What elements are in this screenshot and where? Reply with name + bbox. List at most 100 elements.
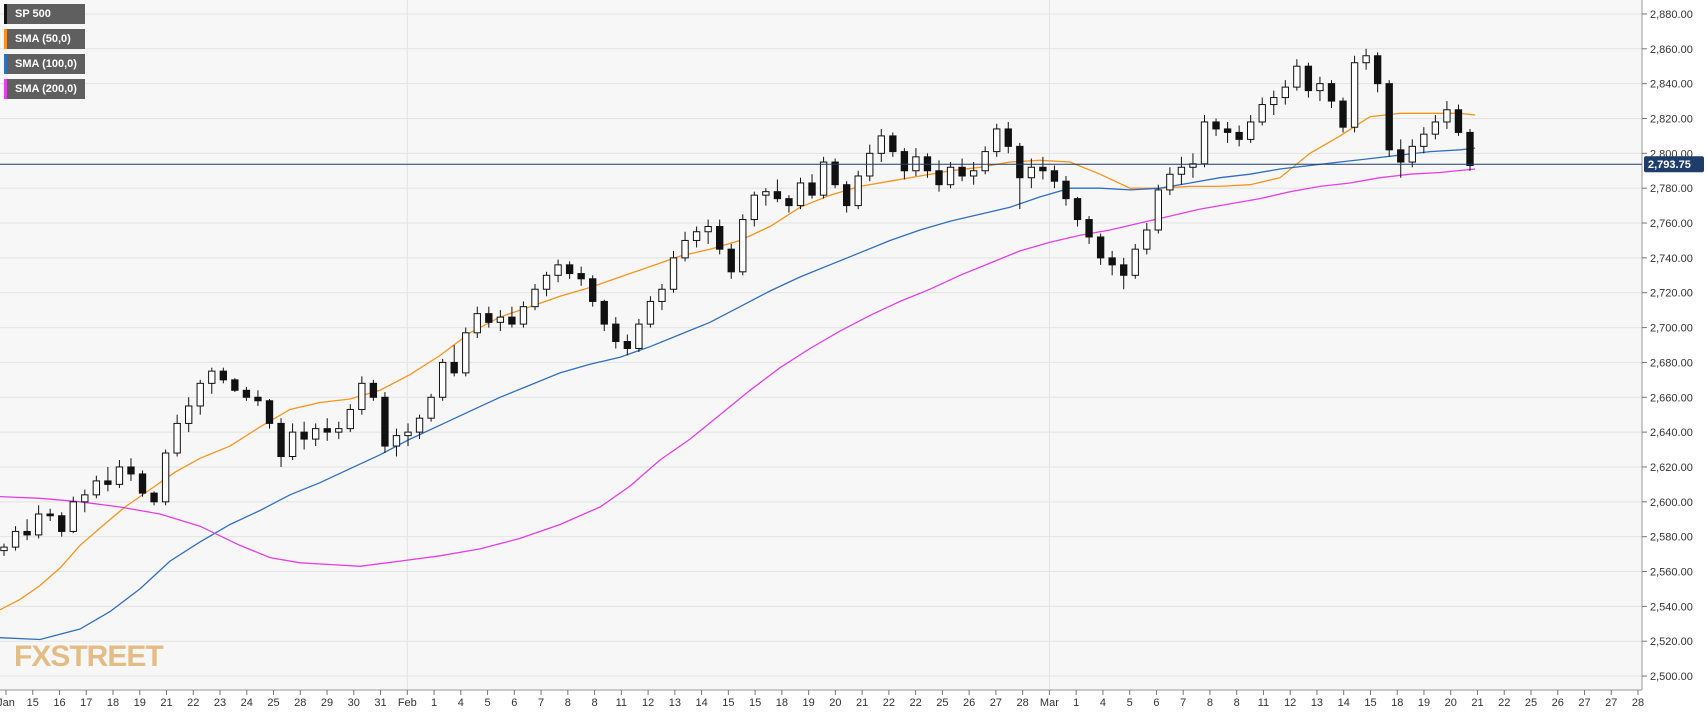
legend-item-sma50[interactable]: SMA (50,0) <box>4 29 85 49</box>
candle-body <box>346 408 354 430</box>
candle-body <box>311 428 320 440</box>
candle-body <box>81 494 89 503</box>
candle-body <box>427 396 435 419</box>
candle-body <box>1258 104 1266 123</box>
candle-body <box>612 323 620 343</box>
x-tick-label: 19 <box>134 697 146 709</box>
candle-body <box>635 323 643 349</box>
candlestick-series <box>0 48 1474 556</box>
candle-body <box>739 219 747 273</box>
candle-body <box>1431 121 1440 135</box>
legend-label: SP 500 <box>15 8 51 20</box>
x-tick-label: 15 <box>722 697 734 709</box>
candle-body <box>277 422 285 458</box>
y-tick-label: 2,520.00 <box>1650 636 1693 648</box>
legend-swatch-icon <box>4 54 7 74</box>
x-axis: Jan1516171819212223242528293031Feb145678… <box>0 689 1644 709</box>
candle-body <box>716 226 724 250</box>
x-tick-label: 8 <box>565 697 571 709</box>
candle-body <box>854 175 862 207</box>
legend-label: SMA (200,0) <box>15 83 77 95</box>
x-tick-label: 8 <box>1234 697 1240 709</box>
candle-body <box>254 396 262 402</box>
candle-body <box>219 370 227 381</box>
candle-body <box>877 135 885 154</box>
candle-body <box>969 170 978 177</box>
x-tick-label: 27 <box>1605 697 1617 709</box>
candle-body <box>704 226 712 233</box>
x-tick-label: 15 <box>1364 697 1376 709</box>
x-tick-label: 11 <box>616 697 627 709</box>
candle-body <box>1154 189 1163 231</box>
y-tick-label: 2,620.00 <box>1650 462 1693 474</box>
candle-body <box>1362 55 1370 64</box>
candle-body <box>935 170 943 186</box>
candle-body <box>58 515 66 532</box>
candle-body <box>508 316 516 325</box>
y-tick-label: 2,660.00 <box>1650 392 1693 404</box>
x-tick-label: 5 <box>1127 697 1133 709</box>
candle-body <box>1223 128 1232 133</box>
x-tick-label: 26 <box>1552 697 1564 709</box>
legend-item-sma100[interactable]: SMA (100,0) <box>4 54 85 74</box>
legend: SP 500 SMA (50,0) SMA (100,0) SMA (200,0… <box>4 4 85 104</box>
candle-body <box>185 405 193 424</box>
candle-body <box>1235 131 1243 140</box>
candle-body <box>589 278 597 302</box>
grid-lines <box>0 0 1642 690</box>
x-tick-label: 18 <box>1391 697 1403 709</box>
y-tick-label: 2,880.00 <box>1650 9 1693 21</box>
x-tick-label: 17 <box>80 697 92 709</box>
price-tag-label: 2,793.75 <box>1648 159 1691 171</box>
candle-body <box>1143 229 1151 250</box>
candle-body <box>727 248 735 273</box>
x-tick-label: 13 <box>669 697 681 709</box>
x-tick-label: 22 <box>187 697 199 709</box>
candle-body <box>1177 166 1186 175</box>
candle-body <box>150 492 158 503</box>
x-tick-label: 6 <box>1153 697 1159 709</box>
candle-body <box>669 257 678 290</box>
x-tick-label: 25 <box>267 697 279 709</box>
candle-body <box>231 379 239 391</box>
candle-body <box>1039 166 1047 172</box>
candle-body <box>958 166 966 177</box>
candle-body <box>173 422 181 454</box>
candle-body <box>1050 170 1059 182</box>
x-tick-label: 14 <box>1338 697 1350 709</box>
candle-body <box>946 166 955 186</box>
x-tick-label: 22 <box>910 697 922 709</box>
legend-item-sp500[interactable]: SP 500 <box>4 4 85 24</box>
candle-body <box>1293 65 1301 88</box>
candle-body <box>1454 109 1463 133</box>
x-tick-label: 8 <box>1207 697 1213 709</box>
x-tick-label: 12 <box>1284 697 1296 709</box>
candle-body <box>1073 198 1082 221</box>
x-tick-label: 15 <box>27 697 39 709</box>
moving-averages <box>0 112 1476 641</box>
x-tick-label: 19 <box>802 697 814 709</box>
y-tick-label: 2,700.00 <box>1650 323 1693 335</box>
candle-body <box>1212 121 1220 130</box>
legend-label: SMA (100,0) <box>15 58 77 70</box>
candle-body <box>1466 131 1474 167</box>
candle-body <box>1166 173 1174 191</box>
y-axis: 2,500.00 2,520.00 2,540.00 2,560.00 2,580.00… <box>1641 0 1693 690</box>
candle-body <box>1096 236 1105 259</box>
x-tick-label: Feb <box>398 697 417 709</box>
x-tick-label: 16 <box>53 697 65 709</box>
candle-body <box>381 396 389 447</box>
x-tick-label: 19 <box>1418 697 1430 709</box>
candle-body <box>1327 83 1336 102</box>
legend-label: SMA (50,0) <box>15 33 71 45</box>
x-tick-label: 21 <box>1471 697 1483 709</box>
candle-body <box>750 194 758 221</box>
y-tick-label: 2,740.00 <box>1650 253 1693 265</box>
candle-body <box>1443 109 1451 123</box>
y-tick-label: 2,820.00 <box>1650 113 1693 125</box>
candle-body <box>1304 65 1313 92</box>
candle-body <box>104 480 112 485</box>
legend-item-sma200[interactable]: SMA (200,0) <box>4 79 85 99</box>
